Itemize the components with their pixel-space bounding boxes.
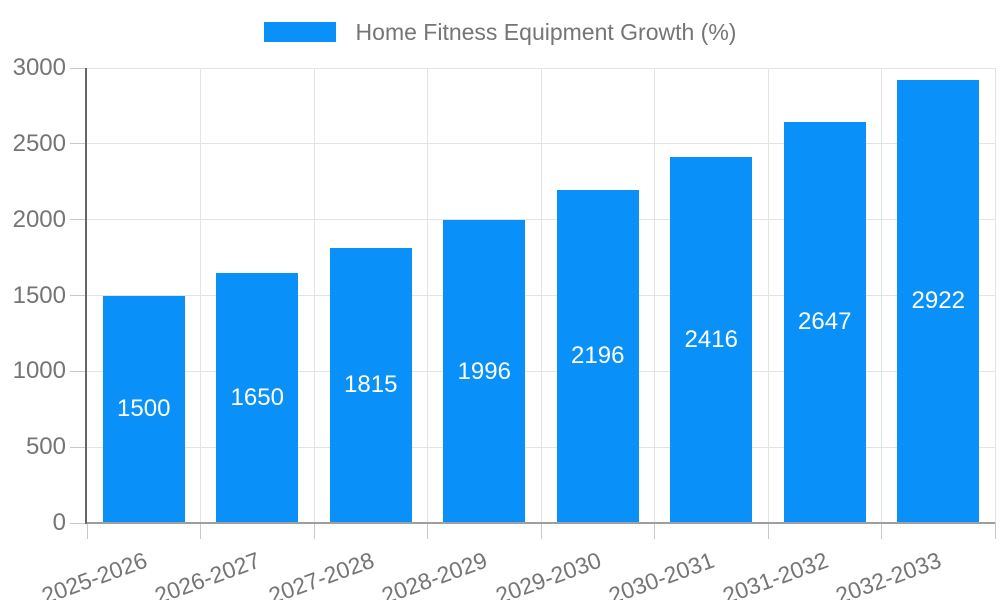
y-tick bbox=[70, 370, 87, 372]
x-tick bbox=[313, 523, 315, 539]
x-axis-label: 2028-2029 bbox=[378, 546, 491, 600]
y-axis-label: 3000 bbox=[12, 54, 66, 81]
x-gridline bbox=[654, 68, 655, 523]
x-gridline bbox=[881, 68, 882, 523]
y-axis-label: 1000 bbox=[12, 357, 66, 385]
x-gridline bbox=[427, 68, 428, 523]
bar-value-label: 2922 bbox=[911, 287, 965, 315]
bar-2027-2028[interactable] bbox=[329, 247, 412, 523]
bar-2029-2030[interactable] bbox=[556, 189, 639, 523]
x-tick bbox=[654, 523, 655, 539]
y-tick bbox=[70, 143, 87, 145]
x-gridline bbox=[540, 68, 542, 523]
bar-value-label: 2196 bbox=[571, 342, 625, 370]
x-gridline bbox=[313, 68, 315, 523]
x-tick bbox=[86, 523, 88, 539]
bar-2025-2026[interactable] bbox=[102, 295, 185, 523]
x-axis-label: 2030-2031 bbox=[605, 546, 718, 600]
x-axis-label: 2031-2032 bbox=[718, 546, 832, 600]
y-axis-label: 500 bbox=[25, 433, 66, 461]
x-axis-label: 2026-2027 bbox=[151, 546, 264, 600]
y-axis-label: 2000 bbox=[12, 205, 66, 233]
y-axis-label: 2500 bbox=[12, 129, 66, 157]
x-axis-label: 2029-2030 bbox=[491, 546, 605, 600]
bar-value-label: 1815 bbox=[344, 371, 398, 399]
y-axis-line bbox=[85, 68, 87, 524]
bar-value-label: 2416 bbox=[684, 325, 738, 353]
bar-2032-2033[interactable] bbox=[897, 79, 980, 523]
y-tick bbox=[70, 295, 87, 296]
y-tick bbox=[70, 67, 87, 69]
x-tick bbox=[427, 523, 428, 539]
x-axis-label: 2025-2026 bbox=[37, 546, 151, 600]
bar-value-label: 1500 bbox=[117, 395, 171, 423]
x-axis-label: 2027-2028 bbox=[264, 546, 378, 600]
x-axis-line bbox=[87, 522, 995, 524]
x-tick bbox=[994, 523, 996, 539]
x-tick bbox=[200, 523, 201, 539]
x-tick bbox=[540, 523, 542, 539]
bar-value-label: 2647 bbox=[798, 308, 852, 336]
bar-2028-2029[interactable] bbox=[443, 220, 526, 523]
y-axis-label: 0 bbox=[52, 509, 66, 536]
x-tick bbox=[767, 523, 769, 539]
bar-2031-2032[interactable] bbox=[783, 121, 866, 523]
bar-value-label: 1996 bbox=[457, 357, 511, 385]
bar-2030-2031[interactable] bbox=[670, 156, 753, 523]
legend-color-swatch bbox=[263, 22, 336, 42]
y-axis-label: 1500 bbox=[12, 281, 66, 309]
x-gridline bbox=[994, 68, 996, 523]
x-gridline bbox=[200, 68, 201, 523]
x-axis-label: 2032-2033 bbox=[832, 546, 945, 600]
x-tick bbox=[881, 523, 882, 539]
x-gridline bbox=[767, 68, 769, 523]
y-tick bbox=[70, 522, 87, 524]
legend-series-label: Home Fitness Equipment Growth (%) bbox=[355, 18, 737, 45]
chart-legend: Home Fitness Equipment Growth (%) bbox=[0, 18, 1000, 45]
y-tick bbox=[70, 219, 87, 221]
y-tick bbox=[70, 446, 87, 448]
bar-value-label: 1650 bbox=[230, 383, 284, 411]
bar-2026-2027[interactable] bbox=[216, 272, 299, 523]
